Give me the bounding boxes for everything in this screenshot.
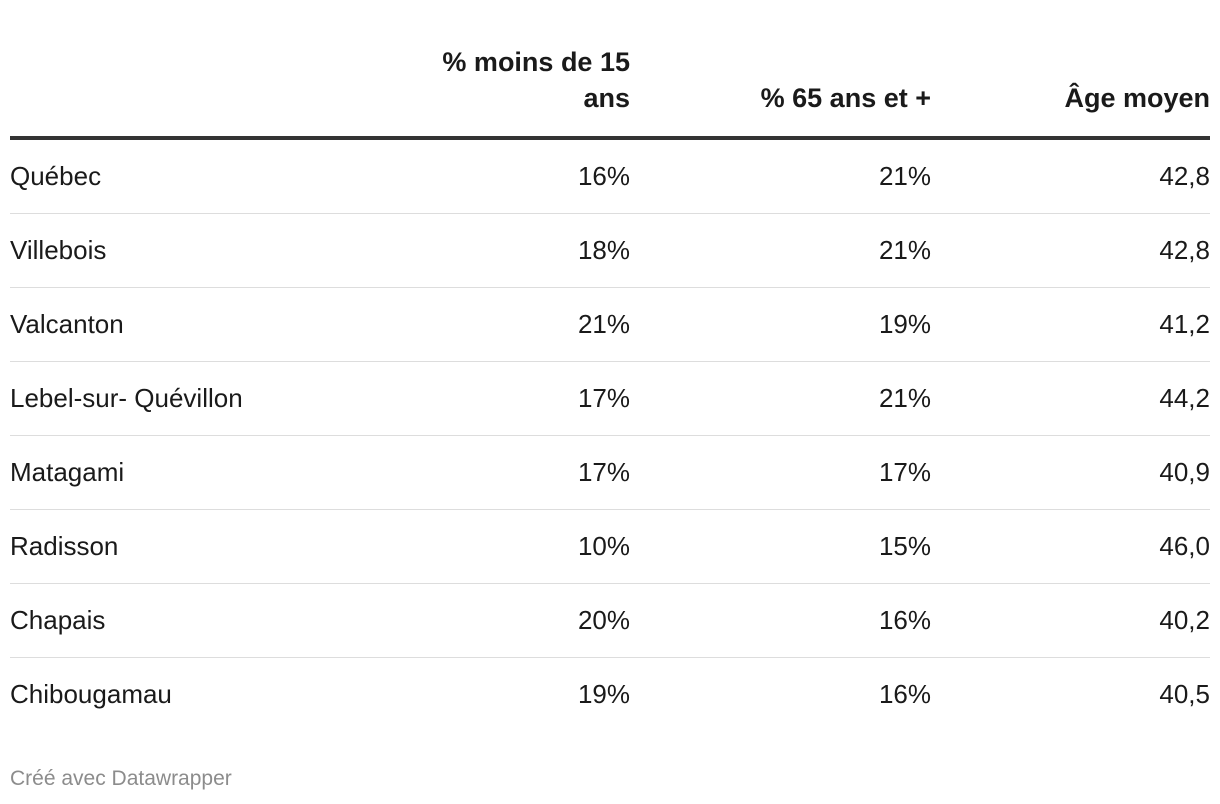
- under-15-cell: 20%: [330, 583, 630, 658]
- under-15-cell: 17%: [330, 361, 630, 436]
- data-table: % moins de 15 ans % 65 ans et + Âge moye…: [10, 40, 1210, 731]
- average-age-cell: 42,8: [931, 213, 1210, 288]
- header-row: % moins de 15 ans % 65 ans et + Âge moye…: [10, 40, 1210, 140]
- table-row: Québec 16% 21% 42,8: [10, 138, 1210, 214]
- under-15-cell: 16%: [330, 138, 630, 214]
- over-65-cell: 21%: [630, 138, 931, 214]
- row-name-cell: Québec: [10, 138, 330, 214]
- column-header-under-15: % moins de 15 ans: [330, 40, 630, 140]
- over-65-cell: 21%: [630, 213, 931, 288]
- under-15-cell: 21%: [330, 287, 630, 362]
- over-65-cell: 17%: [630, 435, 931, 510]
- table-row: Chibougamau 19% 16% 40,5: [10, 658, 1210, 732]
- column-header-under-15-label: % moins de 15 ans: [442, 47, 630, 113]
- average-age-cell: 42,8: [931, 138, 1210, 214]
- under-15-cell: 19%: [577, 679, 630, 709]
- table-row: Lebel-sur- Quévillon 17% 21% 44,2: [10, 361, 1210, 436]
- column-header-average-age-label: Âge moyen: [1064, 83, 1210, 113]
- table-row: Chapais 20% 16% 40,2: [10, 583, 1210, 658]
- over-65-cell: 21%: [630, 361, 931, 436]
- row-name-cell: Radisson: [10, 509, 330, 584]
- data-table-container: % moins de 15 ans % 65 ans et + Âge moye…: [10, 40, 1210, 731]
- under-15-cell: 18%: [330, 213, 630, 288]
- table-row: Radisson 10% 15% 46,0: [10, 509, 1210, 584]
- row-name-cell: Matagami: [10, 435, 330, 510]
- column-header-name: [10, 40, 330, 140]
- average-age-cell: 41,2: [931, 287, 1210, 362]
- average-age-cell: 40,5: [1159, 679, 1210, 709]
- column-header-65-plus: % 65 ans et +: [630, 40, 931, 140]
- average-age-cell: 44,2: [931, 361, 1210, 436]
- average-age-cell: 40,9: [931, 435, 1210, 510]
- datawrapper-credit: Créé avec Datawrapper: [10, 767, 232, 790]
- table-row: Valcanton 21% 19% 41,2: [10, 287, 1210, 362]
- over-65-cell: 15%: [630, 509, 931, 584]
- row-name-cell: Valcanton: [10, 287, 330, 362]
- over-65-cell: 16%: [630, 583, 931, 658]
- table-body: Québec 16% 21% 42,8 Villebois 18% 21% 42,8 Valca…: [10, 138, 1210, 731]
- average-age-cell: 46,0: [931, 509, 1210, 584]
- over-65-cell: 19%: [630, 287, 931, 362]
- row-name-cell: Villebois: [10, 213, 330, 288]
- average-age-cell: 40,2: [931, 583, 1210, 658]
- over-65-cell: 16%: [878, 679, 931, 709]
- column-header-65-plus-label: % 65 ans et +: [760, 83, 931, 113]
- table-row: Villebois 18% 21% 42,8: [10, 213, 1210, 288]
- table-row: Matagami 17% 17% 40,9: [10, 435, 1210, 510]
- row-name-cell: Chapais: [10, 583, 330, 658]
- under-15-cell: 10%: [330, 509, 630, 584]
- under-15-cell: 17%: [330, 435, 630, 510]
- table-header: % moins de 15 ans % 65 ans et + Âge moye…: [10, 40, 1210, 140]
- row-name-cell: Lebel-sur- Quévillon: [10, 361, 330, 436]
- column-header-average-age: Âge moyen: [931, 40, 1210, 140]
- row-name-cell: Chibougamau: [10, 679, 172, 709]
